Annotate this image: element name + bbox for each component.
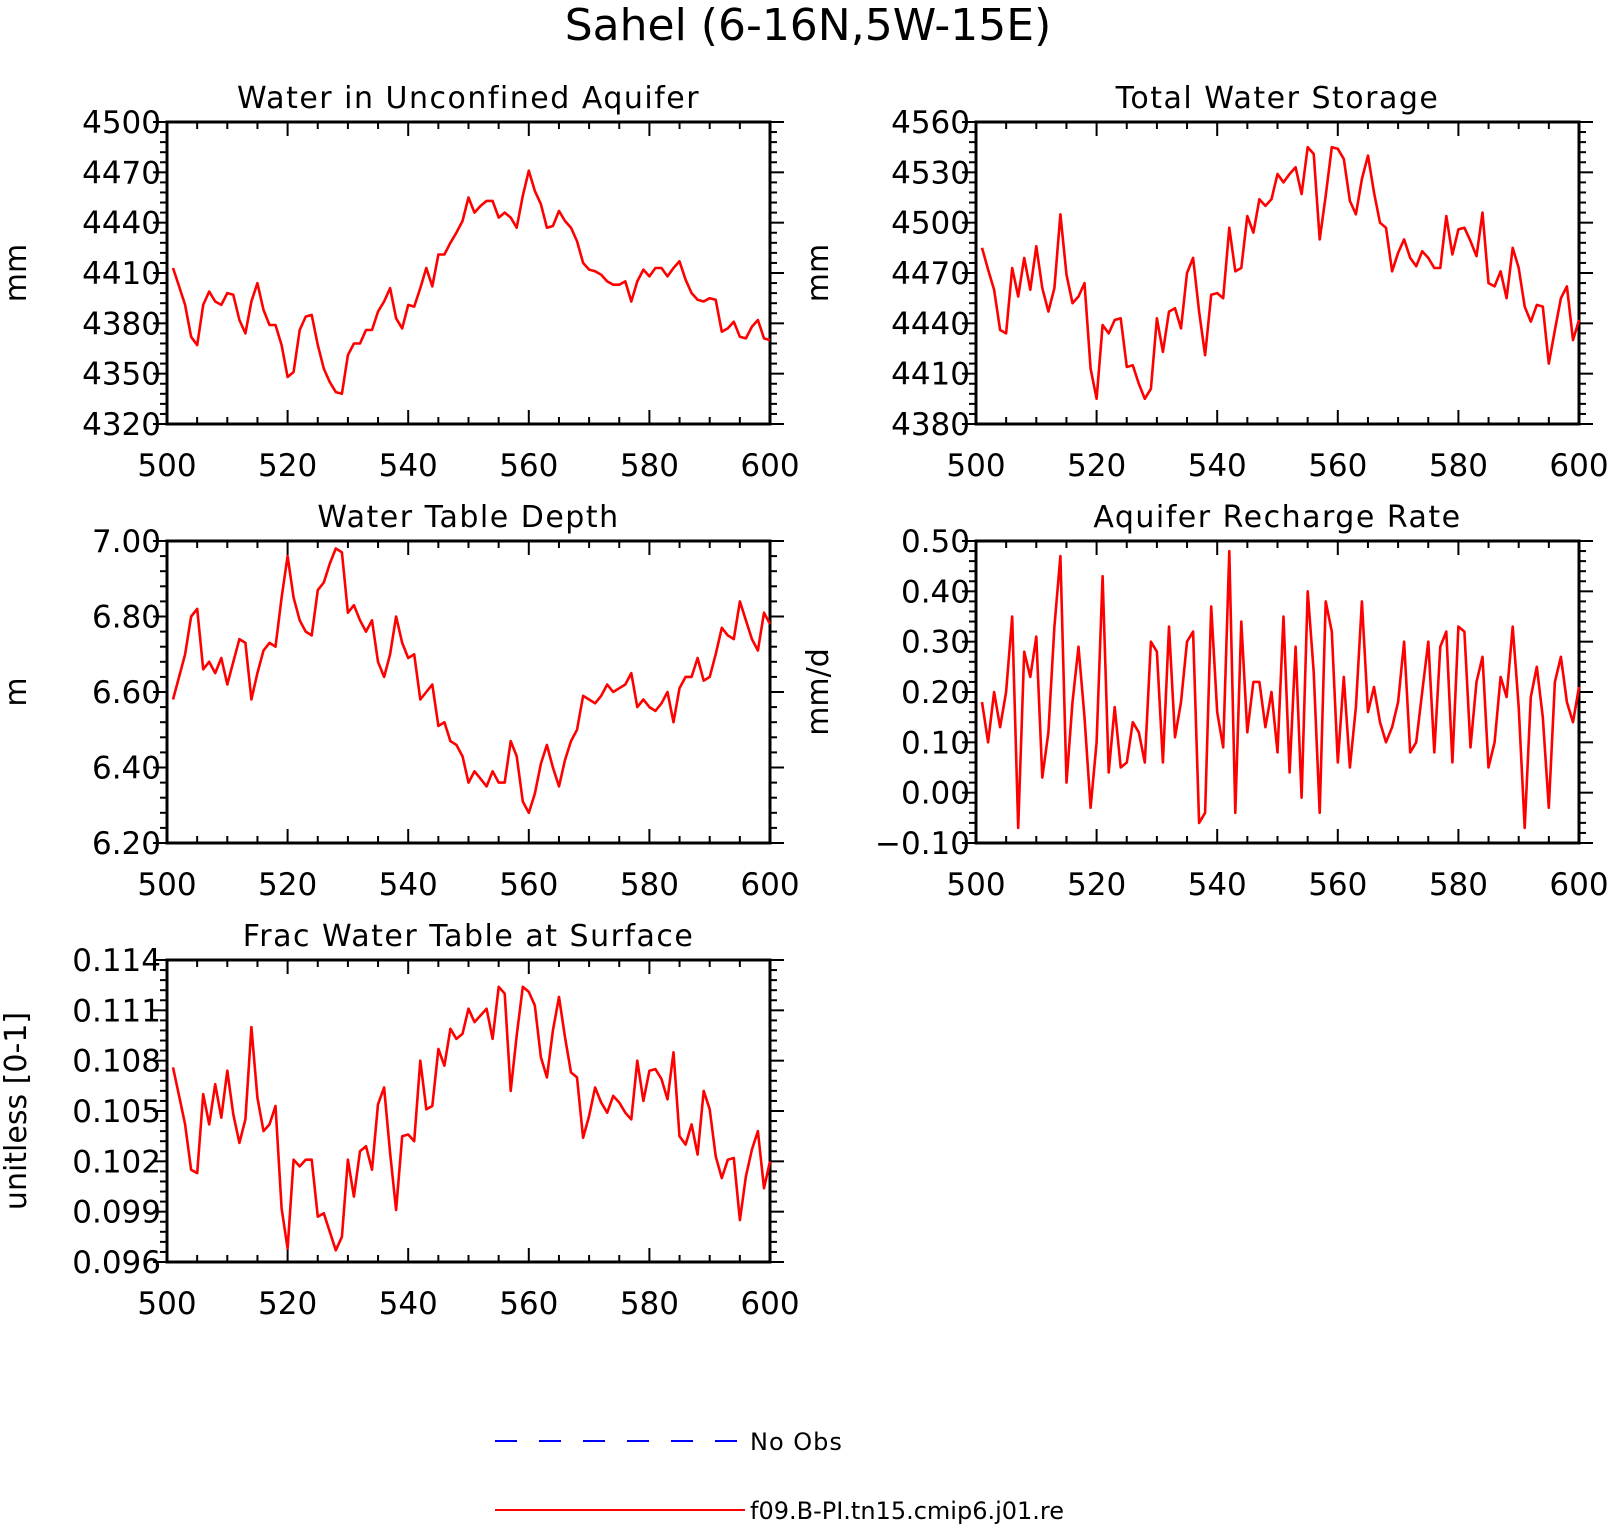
x-tick-label: 540 — [379, 867, 438, 903]
y-tick-label: 6.60 — [92, 675, 161, 711]
x-tick-label: 600 — [1549, 867, 1608, 903]
y-tick-label: 0.108 — [72, 1044, 161, 1080]
y-tick-label: 4530 — [891, 155, 970, 191]
x-tick-label: 540 — [1188, 448, 1247, 484]
x-tick-label: 560 — [499, 448, 558, 484]
plot-frame — [974, 539, 1581, 845]
y-tick-label: 0.20 — [901, 675, 970, 711]
x-tick-label: 560 — [1308, 448, 1367, 484]
y-axis-label: m — [0, 677, 34, 706]
x-tick-label: 500 — [137, 867, 196, 903]
y-tick-label: 6.20 — [92, 826, 161, 862]
plot-frame — [165, 120, 772, 426]
chart-panel-2: Total Water Storage 500 520 540 560 580 600 438… — [801, 81, 1609, 484]
legend-label-model: f09.B-PI.tn15.cmip6.j01.re — [750, 1497, 1064, 1525]
y-tick-label: 4560 — [891, 105, 970, 141]
x-tick-label: 580 — [620, 1286, 679, 1322]
y-tick-label: 0.111 — [72, 993, 161, 1029]
x-tick-label: 580 — [620, 448, 679, 484]
chart-panels: Water in Unconfined Aquifer 500 520 540 560 5… — [0, 81, 1609, 1322]
series-line — [171, 985, 772, 1252]
x-tick-label: 580 — [1429, 867, 1488, 903]
series-line — [171, 547, 772, 815]
y-axis-label: mm/d — [801, 648, 836, 736]
y-tick-label: 4380 — [891, 407, 970, 443]
y-tick-label: 4350 — [82, 357, 161, 393]
y-tick-label: 4320 — [82, 407, 161, 443]
x-tick-label: 500 — [946, 867, 1005, 903]
series-line — [171, 169, 771, 396]
y-tick-label: 6.40 — [92, 751, 161, 787]
x-tick-label: 580 — [620, 867, 679, 903]
x-tick-label: 600 — [740, 867, 799, 903]
y-tick-label: 0.40 — [901, 574, 970, 610]
y-tick-label: 0.096 — [72, 1245, 161, 1281]
legend: No Obs f09.B-PI.tn15.cmip6.j01.re — [495, 1428, 1064, 1525]
chart-panel-5: Frac Water Table at Surface 500 520 540 560 5… — [0, 919, 800, 1322]
y-tick-label: −0.10 — [875, 826, 970, 862]
chart-title: Aquifer Recharge Rate — [1093, 500, 1461, 535]
y-tick-label: 0.114 — [72, 943, 161, 979]
x-tick-label: 520 — [258, 867, 317, 903]
x-tick-label: 600 — [1549, 448, 1608, 484]
y-tick-label: 4410 — [891, 357, 970, 393]
x-tick-label: 500 — [946, 448, 1005, 484]
chart-panel-1: Water in Unconfined Aquifer 500 520 540 560 5… — [0, 81, 800, 484]
legend-label-no-obs: No Obs — [750, 1428, 843, 1456]
y-tick-label: 4470 — [891, 256, 970, 292]
figure-title: Sahel (6-16N,5W-15E) — [565, 0, 1052, 51]
y-axis-label: mm — [0, 244, 34, 302]
x-tick-label: 540 — [379, 448, 438, 484]
y-axis-label: unitless [0-1] — [0, 1012, 34, 1210]
y-tick-label: 0.099 — [72, 1195, 161, 1231]
chart-title: Total Water Storage — [1115, 81, 1440, 116]
y-tick-label: 0.105 — [72, 1094, 161, 1130]
y-axis-label: mm — [801, 244, 836, 302]
y-tick-label: 0.50 — [901, 524, 970, 560]
chart-panel-3: Water Table Depth 500 520 540 560 580 600 6.20 6… — [0, 500, 800, 903]
y-tick-label: 0.30 — [901, 625, 970, 661]
chart-title: Water Table Depth — [317, 500, 619, 535]
y-tick-label: 4440 — [82, 206, 161, 242]
x-tick-label: 520 — [258, 448, 317, 484]
y-tick-label: 4440 — [891, 306, 970, 342]
y-tick-label: 4410 — [82, 256, 161, 292]
x-tick-label: 600 — [740, 1286, 799, 1322]
y-tick-label: 0.00 — [901, 776, 970, 812]
series-line — [980, 145, 1581, 401]
y-tick-label: 4380 — [82, 306, 161, 342]
plot-frame — [165, 958, 772, 1264]
x-tick-label: 580 — [1429, 448, 1488, 484]
x-tick-label: 600 — [740, 448, 799, 484]
chart-panel-4: Aquifer Recharge Rate 500 520 540 560 580 600 −… — [801, 500, 1609, 903]
x-tick-label: 500 — [137, 448, 196, 484]
y-tick-label: 0.102 — [72, 1144, 161, 1180]
x-tick-label: 560 — [499, 867, 558, 903]
x-tick-label: 520 — [258, 1286, 317, 1322]
chart-title: Frac Water Table at Surface — [243, 919, 695, 954]
x-tick-label: 560 — [499, 1286, 558, 1322]
x-tick-label: 520 — [1067, 867, 1126, 903]
x-tick-label: 540 — [1188, 867, 1247, 903]
series-line — [980, 549, 1581, 830]
y-tick-label: 7.00 — [92, 524, 161, 560]
x-tick-label: 520 — [1067, 448, 1126, 484]
y-tick-label: 4500 — [891, 206, 970, 242]
x-tick-label: 500 — [137, 1286, 196, 1322]
x-tick-label: 540 — [379, 1286, 438, 1322]
y-tick-label: 4500 — [82, 105, 161, 141]
y-tick-label: 4470 — [82, 155, 161, 191]
y-tick-label: 0.10 — [901, 725, 970, 761]
chart-title: Water in Unconfined Aquifer — [237, 81, 700, 116]
y-tick-label: 6.80 — [92, 600, 161, 636]
x-tick-label: 560 — [1308, 867, 1367, 903]
